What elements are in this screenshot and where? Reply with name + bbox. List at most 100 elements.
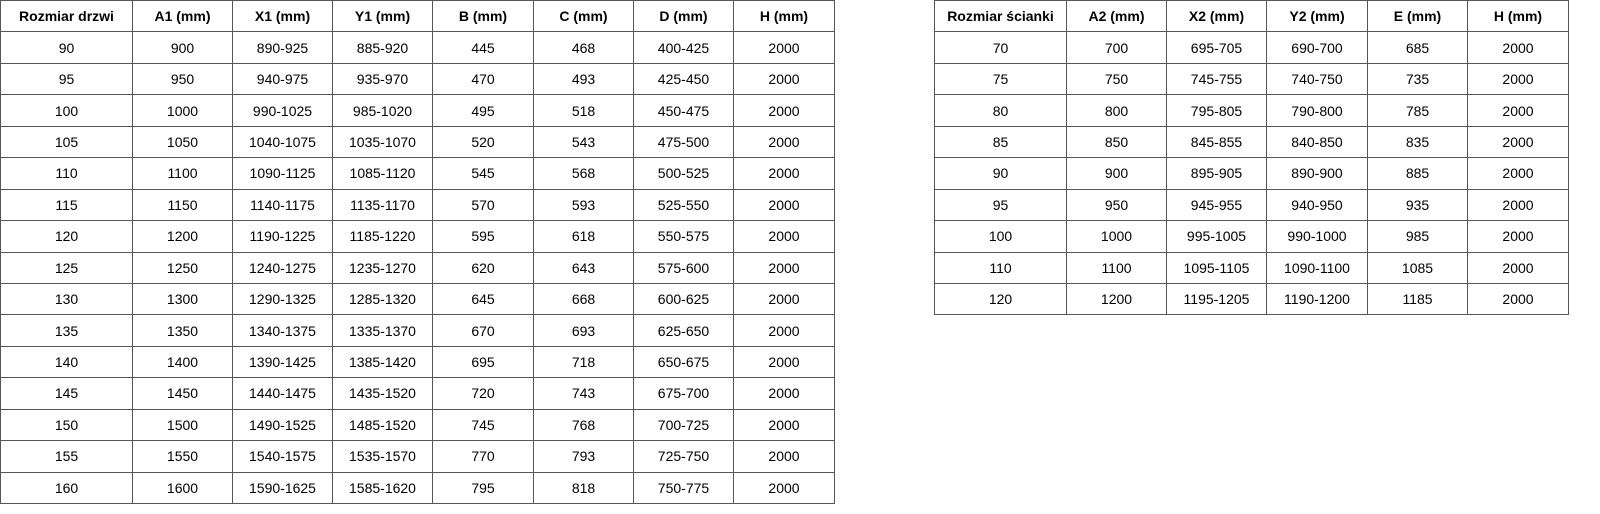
table-cell: 818	[533, 471, 634, 505]
table-cell: 718	[533, 345, 634, 379]
table-cell: 425-450	[633, 62, 734, 96]
table-cell: 2000	[733, 314, 835, 347]
table-cell: 885-920	[332, 31, 433, 64]
table-cell: 2000	[733, 31, 835, 64]
table-cell: 2000	[1467, 94, 1569, 127]
table-cell: 790-800	[1266, 94, 1368, 127]
table-row: 90 900 895-905 890-900 885 2000	[934, 157, 1569, 190]
table-cell: 1340-1375	[232, 314, 333, 347]
table-cell: 690-700	[1266, 31, 1368, 64]
column-header: Y2 (mm)	[1266, 0, 1368, 33]
table-row: 100 1000 990-1025 985-1020 495 518 450-475 2000	[0, 94, 835, 127]
table-cell: 520	[432, 125, 534, 159]
table-cell: 150	[0, 408, 133, 442]
table-cell: 945-955	[1166, 188, 1267, 222]
table-cell: 890-900	[1266, 157, 1368, 190]
door-size-table: Rozmiar drzwi A1 (mm) X1 (mm) Y1 (mm) B (mm)…	[0, 0, 835, 505]
table-cell: 470	[432, 62, 534, 96]
table-cell: 568	[533, 157, 634, 190]
table-row: 145 1450 1440-1475 1435-1520 720 743 675-700 20…	[0, 377, 835, 410]
table-cell: 1200	[1066, 282, 1167, 316]
table-cell: 2000	[733, 188, 835, 222]
table-cell: 785	[1367, 94, 1468, 127]
table-cell: 550-575	[633, 220, 734, 253]
column-header: X2 (mm)	[1166, 0, 1267, 33]
table-cell: 1100	[132, 157, 233, 190]
table-row: 140 1400 1390-1425 1385-1420 695 718 650-675 20…	[0, 345, 835, 379]
column-header: D (mm)	[633, 0, 734, 33]
table-cell: 900	[132, 31, 233, 64]
table-cell: 2000	[1467, 31, 1569, 64]
table-cell: 700-725	[633, 408, 734, 442]
table-cell: 845-855	[1166, 125, 1267, 159]
table-cell: 1390-1425	[232, 345, 333, 379]
table-cell: 1250	[132, 251, 233, 284]
table-cell: 1490-1525	[232, 408, 333, 442]
table-cell: 545	[432, 157, 534, 190]
column-header: C (mm)	[533, 0, 634, 33]
table-row: 110 1100 1090-1125 1085-1120 545 568 500-525 20…	[0, 157, 835, 190]
table-row: 85 850 845-855 840-850 835 2000	[934, 125, 1569, 159]
table-cell: 125	[0, 251, 133, 284]
table-cell: 618	[533, 220, 634, 253]
table-cell: 1350	[132, 314, 233, 347]
table-cell: 445	[432, 31, 534, 64]
table-cell: 990-1000	[1266, 220, 1368, 253]
table-cell: 685	[1367, 31, 1468, 64]
table-cell: 940-975	[232, 62, 333, 96]
table-cell: 100	[934, 220, 1067, 253]
table-cell: 1195-1205	[1166, 282, 1267, 316]
table-cell: 2000	[733, 345, 835, 379]
table-cell: 140	[0, 345, 133, 379]
table-cell: 850	[1066, 125, 1167, 159]
table-cell: 1050	[132, 125, 233, 159]
table-cell: 95	[0, 62, 133, 96]
table-row: 120 1200 1190-1225 1185-1220 595 618 550-575 20…	[0, 220, 835, 253]
table-cell: 935-970	[332, 62, 433, 96]
table-cell: 750	[1066, 62, 1167, 96]
table-cell: 1400	[132, 345, 233, 379]
table-row: 110 1100 1095-1105 1090-1100 1085 2000	[934, 251, 1569, 284]
table-cell: 2000	[1467, 125, 1569, 159]
table-cell: 2000	[1467, 157, 1569, 190]
table-cell: 1090-1125	[232, 157, 333, 190]
column-header: H (mm)	[733, 0, 835, 33]
table-cell: 90	[934, 157, 1067, 190]
table-cell: 1095-1105	[1166, 251, 1267, 284]
table-cell: 105	[0, 125, 133, 159]
table-cell: 1085-1120	[332, 157, 433, 190]
table-cell: 1185-1220	[332, 220, 433, 253]
table-row: 90 900 890-925 885-920 445 468 400-425 2000	[0, 31, 835, 64]
table-row: 135 1350 1340-1375 1335-1370 670 693 625-650 20…	[0, 314, 835, 347]
table-cell: 1500	[132, 408, 233, 442]
table-cell: 950	[1066, 188, 1167, 222]
table-cell: 650-675	[633, 345, 734, 379]
table-cell: 145	[0, 377, 133, 410]
table-cell: 570	[432, 188, 534, 222]
table-row: 150 1500 1490-1525 1485-1520 745 768 700-725 20…	[0, 408, 835, 442]
table-cell: 795-805	[1166, 94, 1267, 127]
table-cell: 900	[1066, 157, 1167, 190]
table-cell: 110	[0, 157, 133, 190]
table-cell: 468	[533, 31, 634, 64]
table-row: 160 1600 1590-1625 1585-1620 795 818 750-775 20…	[0, 471, 835, 505]
table-cell: 115	[0, 188, 133, 222]
table-cell: 1585-1620	[332, 471, 433, 505]
column-header: X1 (mm)	[232, 0, 333, 33]
table-cell: 600-625	[633, 282, 734, 316]
table-cell: 895-905	[1166, 157, 1267, 190]
table-cell: 2000	[733, 251, 835, 284]
table-cell: 85	[934, 125, 1067, 159]
wall-size-table: Rozmiar ścianki A2 (mm) X2 (mm) Y2 (mm) E (m…	[934, 0, 1569, 316]
table-cell: 1040-1075	[232, 125, 333, 159]
table-cell: 1090-1100	[1266, 251, 1368, 284]
table-cell: 593	[533, 188, 634, 222]
table-cell: 400-425	[633, 31, 734, 64]
table-cell: 720	[432, 377, 534, 410]
table-cell: 985-1020	[332, 94, 433, 127]
table-cell: 1335-1370	[332, 314, 433, 347]
table-cell: 135	[0, 314, 133, 347]
column-header: A2 (mm)	[1066, 0, 1167, 33]
table-cell: 935	[1367, 188, 1468, 222]
table-cell: 595	[432, 220, 534, 253]
